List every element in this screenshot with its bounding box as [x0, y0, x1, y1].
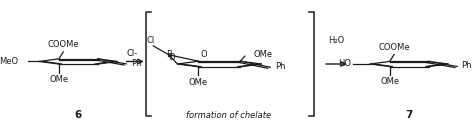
- Text: OMe: OMe: [380, 77, 399, 86]
- Text: H₂O: H₂O: [328, 36, 345, 45]
- Text: OMe: OMe: [189, 78, 208, 87]
- Text: COOMe: COOMe: [378, 43, 410, 52]
- Text: HO: HO: [338, 60, 351, 68]
- Text: Ph: Ph: [131, 59, 141, 68]
- Text: OMe: OMe: [49, 76, 68, 84]
- Text: 6: 6: [74, 110, 82, 120]
- Text: Ph: Ph: [275, 62, 285, 71]
- Text: B: B: [166, 50, 172, 59]
- Text: Cl-: Cl-: [127, 49, 138, 58]
- Text: O: O: [169, 53, 175, 62]
- Text: MeO: MeO: [0, 57, 18, 66]
- Text: COOMe: COOMe: [47, 40, 79, 49]
- Text: Cl: Cl: [147, 36, 155, 45]
- Text: OMe: OMe: [254, 50, 273, 59]
- Text: O: O: [201, 50, 207, 59]
- Text: Ph: Ph: [462, 61, 472, 70]
- Text: formation of chelate: formation of chelate: [186, 111, 271, 120]
- Text: 7: 7: [405, 110, 413, 120]
